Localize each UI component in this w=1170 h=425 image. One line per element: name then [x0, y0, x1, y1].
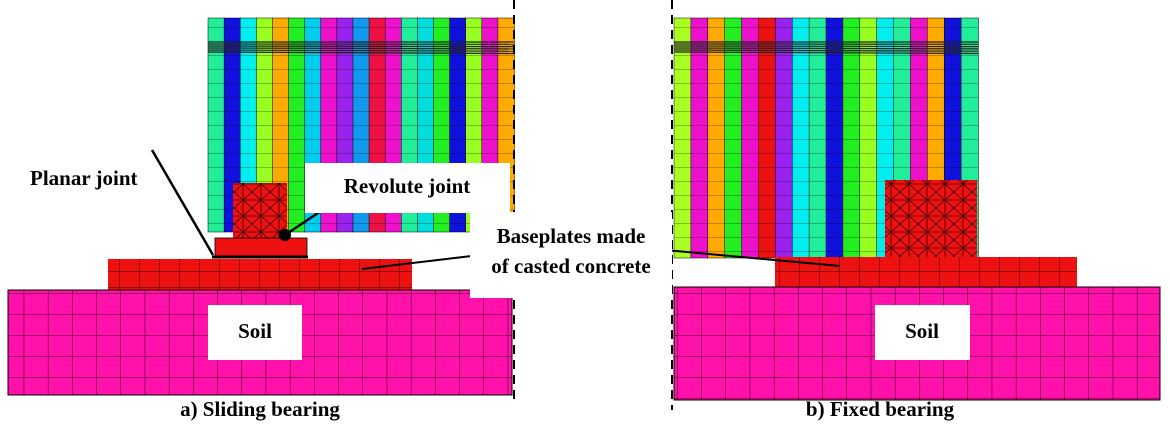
planar-plate [215, 238, 307, 256]
joint-dot [279, 229, 291, 241]
mesh [108, 259, 412, 290]
label: Planar joint [30, 166, 138, 190]
caption: a) Sliding bearing [180, 397, 340, 421]
label: of casted concrete [491, 254, 650, 278]
mesh-strip [208, 46, 514, 47]
mesh-strip [674, 46, 978, 47]
label: Baseplates made [497, 224, 646, 248]
label: Soil [905, 319, 939, 343]
label: Soil [238, 319, 272, 343]
figure: Planar joint Revolute joint Baseplates m… [0, 0, 1170, 425]
label: Revolute joint [344, 174, 471, 198]
mesh [885, 180, 977, 258]
caption: b) Fixed bearing [806, 397, 955, 421]
mesh [233, 183, 287, 239]
mesh [775, 257, 1077, 287]
leader [152, 150, 213, 255]
